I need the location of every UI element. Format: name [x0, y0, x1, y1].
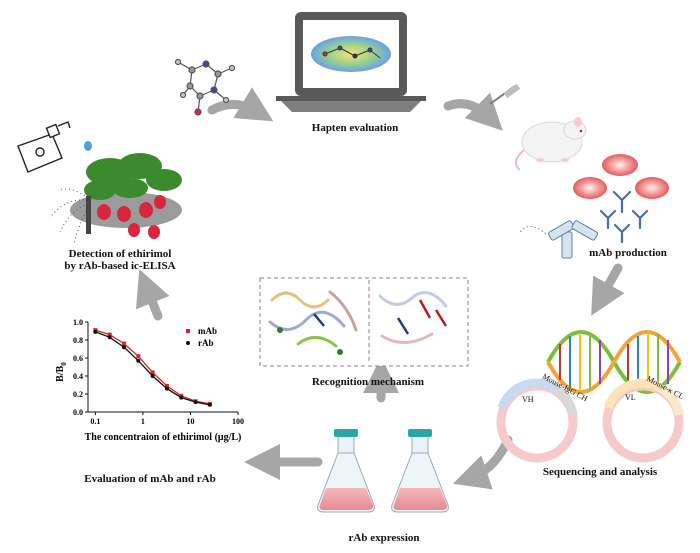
flask-right-icon [391, 429, 449, 513]
strawberry-field-icon [49, 153, 182, 245]
ms-antibody-icon [519, 220, 599, 259]
point-rAb [150, 374, 155, 378]
chart-series [93, 328, 212, 407]
point-rAb [107, 335, 112, 340]
label-detection-line1: Detection of ethirimol [68, 248, 172, 260]
y-tick-label: 0.8 [73, 336, 83, 345]
droplet-icon [84, 141, 92, 151]
point-rAb [179, 395, 184, 400]
y-tick-label: 0.0 [73, 408, 83, 417]
chart-ticks: 0.0 0.2 0.4 0.6 0.8 1.0 0.1 1 10 100 [73, 318, 244, 426]
seq-label-vl: VL [625, 393, 636, 402]
plasmid-rings-icon [496, 378, 684, 463]
series-line-rAb [95, 331, 211, 406]
point-rAb [121, 345, 126, 350]
label-detection: Detection of ethirimol by rAb-based ic-E… [64, 248, 175, 272]
arrow-mab-to-sequencing [591, 263, 625, 316]
flask-left-icon [317, 429, 375, 513]
chart-xlabel: The concentraion of ethirimol (μg/L) [85, 432, 242, 443]
pesticide-bottle-icon [17, 121, 92, 173]
point-rAb [93, 329, 98, 334]
x-tick-label: 10 [186, 417, 194, 426]
point-rAb [207, 402, 212, 407]
legend-marker-mAb [186, 329, 190, 333]
y-tick-label: 0.6 [73, 354, 83, 363]
point-mAb [150, 370, 155, 375]
arrow-sequencing-to-expression [452, 435, 513, 490]
y-tick-label: 1.0 [73, 318, 83, 327]
label-recognition-mechanism: Recognition mechanism [311, 376, 425, 388]
x-tick-label: 100 [232, 417, 244, 426]
mouse-icon [489, 83, 587, 171]
label-detection-line2: by rAb-based ic-ELISA [64, 260, 176, 272]
chart-ylabel: B/B0 [55, 362, 68, 382]
hybridoma-cells-icon [573, 154, 669, 199]
point-rAb [136, 358, 141, 363]
y-tick-label: 0.2 [73, 390, 83, 399]
point-rAb [193, 400, 198, 405]
chart-legend: mAb rAb [186, 326, 217, 348]
label-hapten-evaluation: Hapten evaluation [311, 122, 399, 134]
antibody-icons [599, 190, 649, 244]
hapten-molecule-icon [174, 58, 236, 116]
point-mAb [164, 383, 169, 388]
point-mAb [107, 332, 112, 337]
arrow-molecule-to-hapten [207, 87, 274, 122]
point-mAb [136, 354, 141, 359]
recognition-mechanism-panel [259, 277, 469, 367]
legend-label-mAb: mAb [198, 326, 217, 336]
arrow-hapten-to-mouse [443, 92, 503, 131]
y-tick-label: 0.4 [73, 372, 83, 381]
legend-marker-rAb [186, 341, 190, 345]
x-tick-label: 0.1 [90, 417, 100, 426]
point-mAb [121, 341, 126, 346]
legend-label-rAb: rAb [198, 338, 214, 348]
laptop-icon [276, 12, 426, 112]
label-sequencing-and-analysis: Sequencing and analysis [542, 466, 658, 478]
arrow-evaluation-to-detection [135, 269, 170, 321]
label-mab-production: mAb production [589, 247, 667, 259]
label-evaluation: Evaluation of mAb and rAb [84, 473, 216, 485]
series-line-mAb [95, 329, 211, 405]
x-tick-label: 1 [141, 417, 145, 426]
label-rab-expression: rAb expression [348, 532, 420, 544]
seq-label-vh: VH [522, 395, 534, 404]
sprinkler-icon [86, 196, 91, 234]
point-rAb [164, 386, 169, 391]
